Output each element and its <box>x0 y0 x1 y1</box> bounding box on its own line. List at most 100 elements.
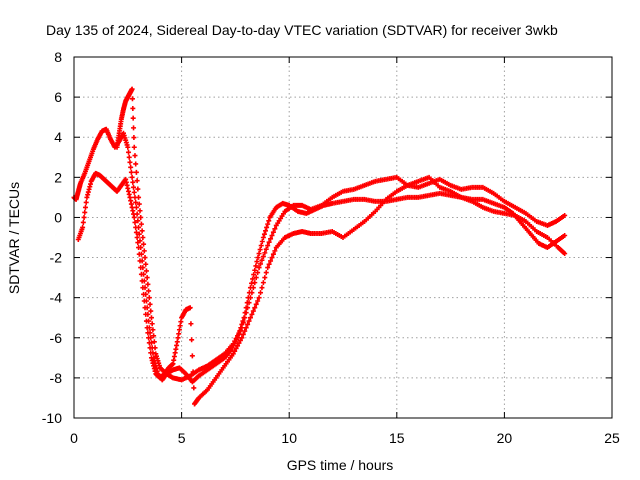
data-point <box>230 351 236 357</box>
data-point-interp <box>137 208 143 214</box>
data-point-interp <box>135 186 141 192</box>
data-point-interp <box>143 268 149 274</box>
data-point-interp <box>250 276 256 282</box>
data-point-interp <box>251 272 257 278</box>
y-tick-label: 8 <box>54 49 62 65</box>
data-point-interp <box>146 335 152 341</box>
data-point-interp <box>133 169 139 175</box>
data-point-interp <box>147 345 153 351</box>
data-point-interp <box>131 125 137 131</box>
data-point <box>125 144 131 150</box>
data-point <box>136 194 142 200</box>
data-point-interp <box>262 275 268 281</box>
data-point-interp <box>131 189 137 195</box>
data-point-interp <box>255 255 261 261</box>
data-point-interp <box>139 228 145 234</box>
y-tick-label: 4 <box>54 129 62 145</box>
data-point-interp <box>131 135 137 141</box>
data-point-interp <box>141 291 147 297</box>
x-tick-label: 5 <box>178 430 186 446</box>
data-point-interp <box>133 199 139 205</box>
data-point-interp <box>243 310 249 316</box>
data-point-interp <box>148 350 154 356</box>
data-point <box>148 315 154 321</box>
data-point-interp <box>151 339 157 345</box>
data-point <box>562 251 568 257</box>
data-point-interp <box>270 229 276 235</box>
data-point-interp <box>130 115 136 121</box>
data-point-interp <box>243 325 249 331</box>
data-point-interp <box>133 161 139 167</box>
data-point-interp <box>233 345 239 351</box>
y-tick-label: 6 <box>54 89 62 105</box>
data-point <box>562 212 568 218</box>
data-point-interp <box>145 330 151 336</box>
data-point-interp <box>269 255 275 261</box>
data-point-interp <box>245 305 251 311</box>
x-tick-label: 20 <box>497 430 513 446</box>
data-point-interp <box>258 243 264 249</box>
data-point <box>133 204 139 210</box>
data-point <box>265 243 271 249</box>
data-point <box>254 259 260 265</box>
data-point <box>144 325 150 331</box>
data-point-interp <box>137 258 143 264</box>
data-point-interp <box>131 184 137 190</box>
data-point-interp <box>242 315 248 321</box>
series-1 <box>71 126 568 385</box>
plot-frame <box>73 56 613 419</box>
data-point-interp <box>81 214 87 220</box>
data-point-interp <box>263 228 269 234</box>
data-point-interp <box>255 298 261 304</box>
data-point-interp <box>135 218 141 224</box>
data-point-interp <box>233 335 239 341</box>
data-point-interp <box>133 224 139 230</box>
data-point-interp <box>135 240 141 246</box>
data-point-interp <box>82 209 88 215</box>
data-point-interp <box>270 251 276 257</box>
data-point-interp <box>245 321 251 327</box>
data-point-interp <box>255 270 261 276</box>
data-point-interp <box>262 250 268 256</box>
data-point-interp <box>257 247 263 253</box>
data-point <box>256 295 262 301</box>
data-point-interp <box>136 201 142 207</box>
x-axis-label: GPS time / hours <box>287 457 394 473</box>
x-tick-label: 0 <box>70 430 78 446</box>
data-point-interp <box>249 290 255 296</box>
data-point-interp <box>272 226 278 232</box>
x-tick-label: 25 <box>604 430 620 446</box>
y-tick-label: 0 <box>54 209 62 225</box>
y-tick-label: -10 <box>42 410 62 426</box>
data-point-interp <box>269 232 275 238</box>
data-point-interp <box>151 333 157 339</box>
data-point-interp <box>132 219 138 225</box>
data-point-interp <box>136 231 142 237</box>
data-point-interp <box>142 305 148 311</box>
data-point-interp <box>191 385 197 391</box>
data-point-interp <box>152 345 158 351</box>
data-point-interp <box>138 265 144 271</box>
data-point-interp <box>138 214 144 220</box>
data-point-interp <box>146 340 152 346</box>
data-point-interp <box>232 348 238 354</box>
data-point-interp <box>263 270 269 276</box>
data-point <box>260 235 266 240</box>
data-point-interp <box>141 248 147 254</box>
data-point-interp <box>266 261 272 267</box>
data-point <box>239 325 245 331</box>
data-point-interp <box>258 290 264 296</box>
data-point <box>131 144 137 150</box>
data-point-interp <box>149 321 155 327</box>
data-point-interp <box>83 199 89 205</box>
data-point-interp <box>250 285 256 291</box>
data-point-interp <box>188 321 194 327</box>
data-series <box>71 86 568 407</box>
data-point-interp <box>242 328 248 334</box>
x-tick-label: 10 <box>281 430 297 446</box>
data-point-interp <box>139 278 145 284</box>
data-point-interp <box>148 308 154 314</box>
data-point-interp <box>252 267 258 273</box>
data-point-interp <box>126 154 132 160</box>
data-point-interp <box>265 221 271 227</box>
